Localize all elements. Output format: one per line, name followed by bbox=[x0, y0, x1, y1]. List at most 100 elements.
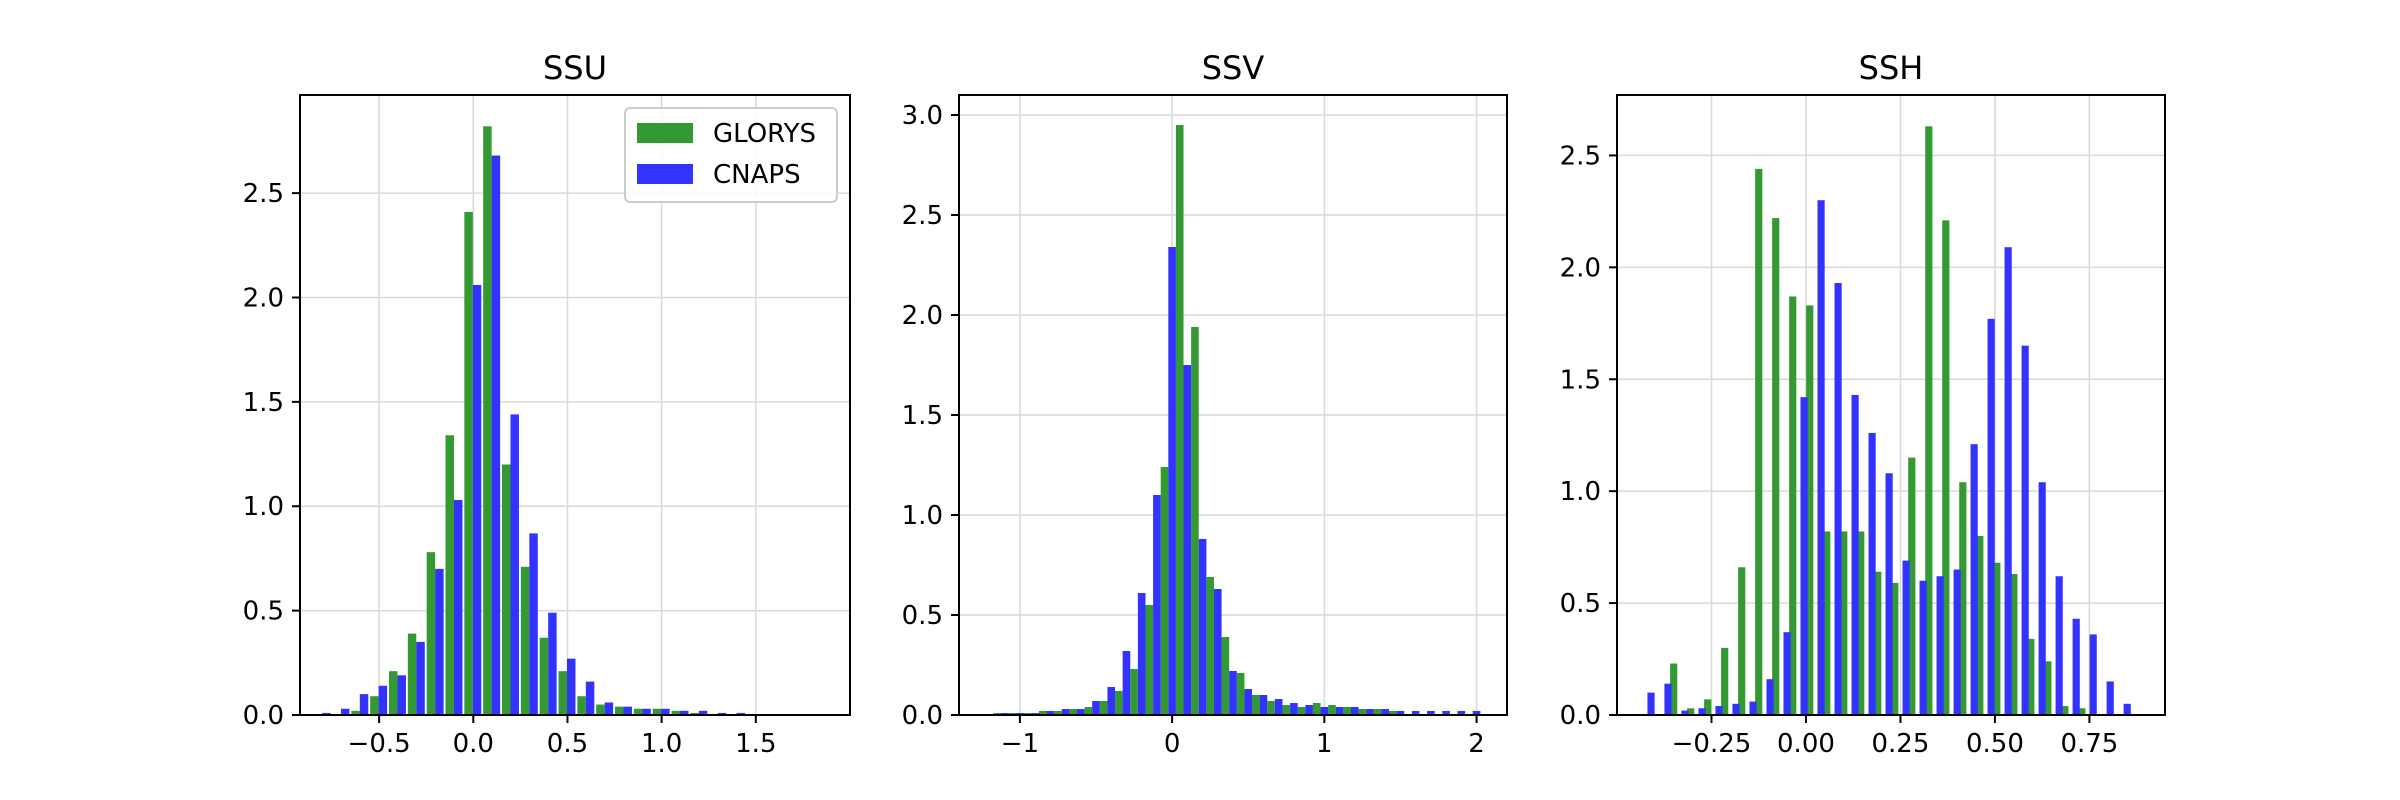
bar-glorys bbox=[1942, 220, 1950, 715]
bar-glorys bbox=[1343, 707, 1351, 715]
y-tick-label: 0.5 bbox=[1560, 589, 1601, 619]
bar-glorys bbox=[1389, 711, 1397, 715]
bar-cnaps bbox=[359, 694, 369, 715]
bar-cnaps bbox=[1427, 711, 1435, 715]
bar-cnaps bbox=[1076, 709, 1085, 715]
bar-glorys bbox=[1789, 296, 1797, 715]
bar-cnaps bbox=[1681, 710, 1689, 715]
bar-glorys bbox=[1145, 605, 1154, 715]
y-tick-label: 3.0 bbox=[902, 101, 943, 131]
bar-cnaps bbox=[1274, 699, 1283, 715]
bar-cnaps bbox=[1647, 692, 1655, 715]
bar-cnaps bbox=[1411, 711, 1420, 715]
y-tick-label: 2.5 bbox=[243, 179, 284, 209]
bar-glorys bbox=[1891, 582, 1899, 715]
bar-cnaps bbox=[1442, 711, 1450, 715]
bar-cnaps bbox=[1107, 687, 1116, 715]
y-tick-label: 0.0 bbox=[243, 701, 284, 731]
bar-glorys bbox=[1267, 701, 1275, 715]
bar-cnaps bbox=[1213, 589, 1222, 715]
bar-cnaps bbox=[2004, 247, 2012, 716]
bar-glorys bbox=[1721, 647, 1729, 715]
bar-glorys bbox=[690, 712, 699, 715]
bar-glorys bbox=[445, 435, 454, 715]
bar-cnaps bbox=[548, 612, 557, 715]
x-tick-label: 0 bbox=[1164, 729, 1181, 759]
bar-cnaps bbox=[698, 710, 708, 715]
y-tick-label: 1.0 bbox=[902, 501, 943, 531]
x-tick-label: −1 bbox=[1001, 729, 1039, 759]
bar-cnaps bbox=[1732, 703, 1740, 715]
bar-cnaps bbox=[491, 155, 501, 716]
bar-glorys bbox=[577, 696, 586, 715]
bar-glorys bbox=[1755, 168, 1763, 716]
bar-glorys bbox=[1069, 709, 1077, 715]
bar-glorys bbox=[1772, 218, 1780, 716]
bar-glorys bbox=[539, 637, 549, 715]
x-tick-label: 2 bbox=[1468, 729, 1485, 759]
bar-cnaps bbox=[2089, 634, 2097, 715]
bar-cnaps bbox=[1092, 701, 1100, 715]
bar-cnaps bbox=[1168, 247, 1176, 715]
bar-cnaps bbox=[1902, 560, 1910, 715]
bar-glorys bbox=[558, 671, 567, 715]
bar-cnaps bbox=[2123, 703, 2131, 715]
bar-cnaps bbox=[453, 499, 463, 715]
bar-glorys bbox=[1373, 709, 1382, 715]
bar-glorys bbox=[2061, 706, 2069, 715]
bar-cnaps bbox=[2021, 345, 2029, 715]
bar-glorys bbox=[2078, 708, 2086, 715]
legend-label-glorys: GLORYS bbox=[713, 119, 816, 149]
bar-glorys bbox=[1976, 535, 1984, 715]
y-tick-label: 0.5 bbox=[243, 597, 284, 627]
bar-glorys bbox=[1823, 531, 1831, 715]
legend-label-cnaps: CNAPS bbox=[713, 160, 801, 190]
y-tick-label: 2.5 bbox=[1560, 141, 1601, 171]
bar-glorys bbox=[1236, 673, 1245, 715]
bar-glorys bbox=[1160, 467, 1169, 715]
bar-glorys bbox=[671, 710, 681, 715]
bar-glorys bbox=[464, 211, 473, 716]
bar-cnaps bbox=[322, 712, 331, 715]
panel-ssv: −1 0 1 2 0.0 0.5 1.0 1.5 2.0 2.5 3.0 SSV bbox=[902, 49, 1508, 759]
plot-frame bbox=[958, 94, 1508, 716]
x-tick-label: 0.5 bbox=[547, 729, 588, 759]
y-tick-label: 2.0 bbox=[1560, 253, 1601, 283]
bar-glorys bbox=[1221, 637, 1230, 715]
bar-cnaps bbox=[2072, 618, 2080, 715]
bar-cnaps bbox=[1800, 397, 1808, 715]
bar-cnaps bbox=[717, 712, 727, 715]
bar-cnaps bbox=[1953, 569, 1961, 715]
bar-glorys bbox=[1959, 482, 1967, 715]
bar-glorys bbox=[1738, 567, 1746, 715]
bar-cnaps bbox=[472, 284, 482, 715]
panel-ssh: −0.25 0.00 0.25 0.50 0.750.00.51.01.52.02.5 … bbox=[1560, 49, 2166, 759]
bar-cnaps bbox=[1366, 709, 1374, 715]
y-tick-label: 1.5 bbox=[902, 401, 943, 431]
y-tick-label: 1.5 bbox=[1560, 365, 1601, 395]
bar-glorys bbox=[1175, 125, 1184, 715]
x-tick-label: −0.25 bbox=[1672, 729, 1752, 759]
panel-ssu: −0.5 0.0 0.5 1.0 1.5 0.0 0.5 1.0 1.5 2.0 2.5 SSU bbox=[243, 49, 851, 759]
bar-cnaps bbox=[1766, 679, 1774, 715]
bar-glorys bbox=[615, 706, 624, 715]
x-tick-label: 0.75 bbox=[2060, 729, 2118, 759]
bar-glorys bbox=[2010, 573, 2018, 715]
bar-cnaps bbox=[1335, 707, 1344, 715]
bar-glorys bbox=[1115, 691, 1123, 715]
bar-glorys bbox=[370, 696, 379, 715]
bar-cnaps bbox=[1783, 632, 1791, 715]
y-tick-label: 2.0 bbox=[902, 301, 943, 331]
bar-glorys bbox=[1908, 457, 1916, 715]
bar-cnaps bbox=[1885, 473, 1893, 715]
y-tick-label: 0.5 bbox=[902, 601, 943, 631]
bar-glorys bbox=[1328, 705, 1336, 715]
bar-cnaps bbox=[1061, 709, 1070, 715]
y-tick-label: 0.0 bbox=[1560, 701, 1601, 731]
y-tick-label: 2.5 bbox=[902, 201, 943, 231]
bar-glorys bbox=[1252, 695, 1260, 715]
panel-title-ssh: SSH bbox=[1859, 49, 1924, 87]
bar-glorys bbox=[520, 566, 530, 715]
bar-cnaps bbox=[1198, 539, 1207, 715]
